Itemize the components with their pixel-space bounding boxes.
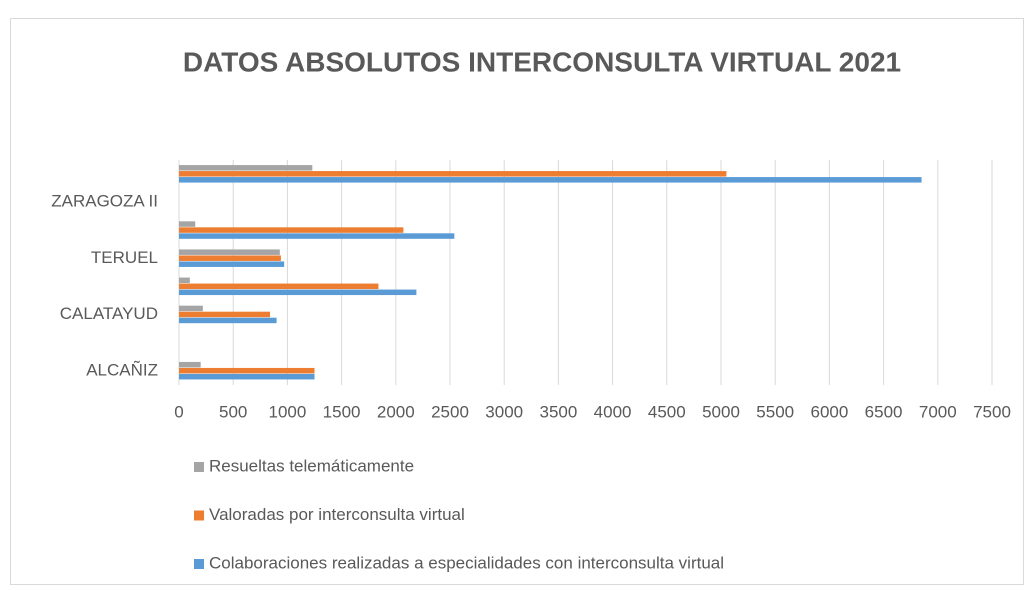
legend-label: Colaboraciones realizadas a especialidad… (209, 553, 724, 572)
x-tick-label: 2500 (431, 402, 469, 421)
x-tick-label: 5500 (756, 402, 794, 421)
x-tick-label: 5000 (702, 402, 740, 421)
x-tick-label: 0 (174, 402, 183, 421)
bar (179, 373, 315, 380)
x-tick-label: 1000 (268, 402, 306, 421)
bar (179, 227, 404, 233)
x-tick-label: 3500 (539, 402, 577, 421)
bar (179, 289, 417, 296)
bar (179, 233, 455, 239)
bar (179, 249, 280, 255)
bar (179, 311, 271, 318)
y-tick-label: ZARAGOZA II (51, 192, 158, 211)
bar (179, 177, 922, 183)
bar (179, 361, 201, 368)
x-tick-label: 7000 (919, 402, 957, 421)
bar (179, 305, 203, 312)
x-tick-label: 4500 (648, 402, 686, 421)
bar (179, 261, 285, 267)
x-tick-label: 7500 (973, 402, 1011, 421)
chart-title: DATOS ABSOLUTOS INTERCONSULTA VIRTUAL 20… (183, 46, 901, 77)
legend-label: Valoradas por interconsulta virtual (209, 505, 465, 524)
y-tick-label: TERUEL (91, 248, 158, 267)
legend-swatch (194, 559, 204, 569)
x-tick-label: 4000 (594, 402, 632, 421)
bar (179, 367, 315, 374)
bar (179, 171, 727, 177)
legend-swatch (194, 510, 204, 521)
bar (179, 283, 379, 290)
chart-border (10, 18, 1024, 585)
bar (179, 165, 313, 171)
legend-label: Resueltas telemáticamente (209, 456, 414, 475)
legend-swatch (194, 462, 204, 472)
x-tick-label: 2000 (377, 402, 415, 421)
y-tick-label: ALCAÑIZ (86, 360, 158, 379)
bar (179, 221, 196, 227)
y-tick-label: CALATAYUD (60, 304, 158, 323)
x-tick-label: 3000 (485, 402, 523, 421)
x-tick-label: 6500 (865, 402, 903, 421)
bar (179, 317, 277, 324)
x-tick-label: 500 (219, 402, 247, 421)
bar (179, 277, 190, 284)
bar (179, 255, 281, 261)
x-tick-label: 1500 (323, 402, 361, 421)
x-tick-label: 6000 (810, 402, 848, 421)
